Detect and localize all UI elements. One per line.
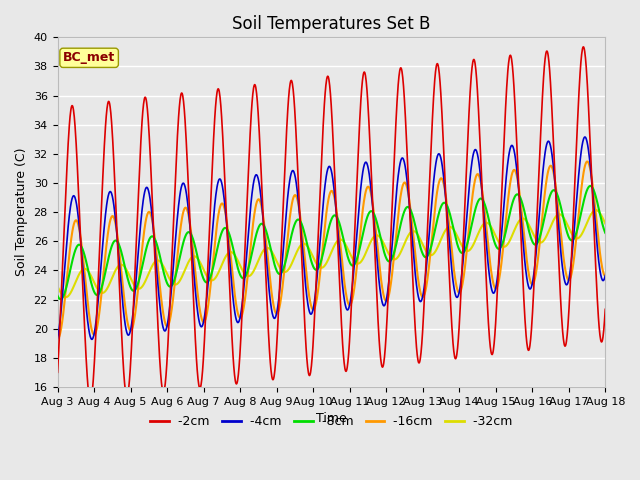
Text: BC_met: BC_met xyxy=(63,51,115,64)
Legend:  -2cm,  -4cm,  -8cm,  -16cm,  -32cm: -2cm, -4cm, -8cm, -16cm, -32cm xyxy=(145,410,518,433)
X-axis label: Time: Time xyxy=(316,412,347,425)
Title: Soil Temperatures Set B: Soil Temperatures Set B xyxy=(232,15,431,33)
Y-axis label: Soil Temperature (C): Soil Temperature (C) xyxy=(15,148,28,276)
